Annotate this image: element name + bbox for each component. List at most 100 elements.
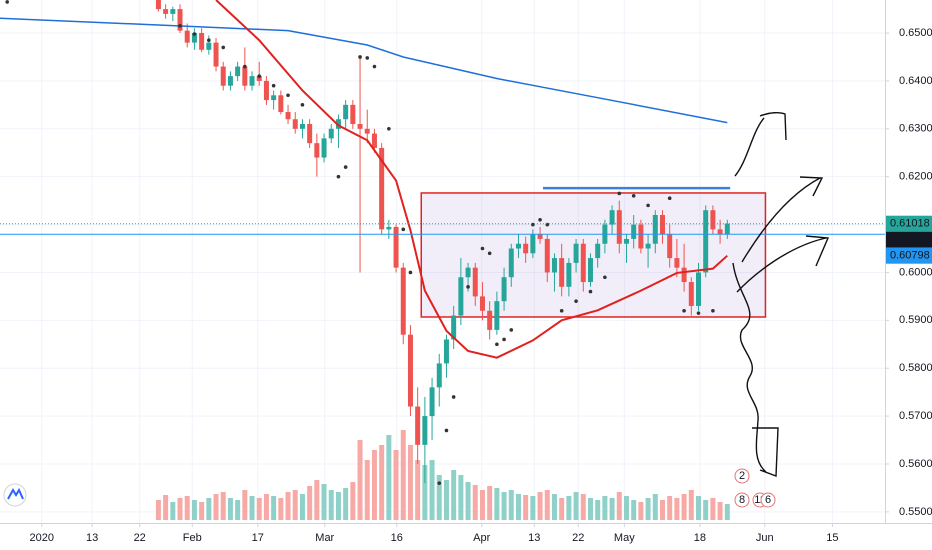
volume-bar xyxy=(508,490,514,520)
volume-bar xyxy=(580,494,586,520)
candle-body xyxy=(235,66,241,77)
drawn-arrow xyxy=(734,111,787,177)
volume-bar xyxy=(717,502,723,520)
volume-bar xyxy=(177,498,183,520)
candle-body xyxy=(191,33,197,43)
volume-bar xyxy=(278,498,284,520)
volume-bar xyxy=(400,430,406,520)
x-tick-label: 15 xyxy=(826,532,838,544)
candle-body xyxy=(386,226,392,230)
volume-bar xyxy=(407,445,413,520)
candle-body xyxy=(213,42,219,67)
volume-bar xyxy=(523,495,529,520)
volume-bar xyxy=(422,465,428,520)
candle-body xyxy=(299,124,305,129)
volume-bar xyxy=(551,494,557,520)
sar-dot xyxy=(358,55,362,59)
volume-bar xyxy=(479,490,485,520)
candle-body xyxy=(443,339,449,364)
volume-bar xyxy=(292,490,298,520)
event-count: 11 xyxy=(754,494,765,506)
volume-bar xyxy=(451,470,457,520)
x-tick-label: 17 xyxy=(252,532,264,544)
volume-bar xyxy=(379,445,385,520)
volume-bar xyxy=(263,494,269,520)
volume-bar xyxy=(515,494,521,520)
candle-body xyxy=(422,416,428,445)
candle-body xyxy=(616,210,622,244)
price-line-label: 0.60798 xyxy=(890,250,930,262)
sar-dot xyxy=(343,165,348,169)
candle-body xyxy=(566,262,572,287)
countdown-box xyxy=(886,231,932,248)
candle-body xyxy=(681,267,687,283)
candle-body xyxy=(551,258,557,273)
hand-drawings xyxy=(732,111,830,477)
candle-body xyxy=(573,243,579,263)
volume-bar xyxy=(631,500,637,520)
volume-bar xyxy=(566,496,572,520)
sar-dot xyxy=(480,246,485,251)
candle-body xyxy=(285,112,291,120)
candle-body xyxy=(199,33,205,50)
volume-bar xyxy=(386,435,392,520)
candle-body xyxy=(688,282,694,306)
volume-bar xyxy=(602,496,608,520)
volume-bar xyxy=(645,498,651,520)
logo-mark xyxy=(7,487,24,500)
volume-bar xyxy=(667,496,673,520)
volume-bar xyxy=(703,500,709,520)
volume-bar xyxy=(695,496,701,520)
event-icon xyxy=(760,492,776,508)
sar-dot xyxy=(300,103,305,107)
candle-body xyxy=(530,234,536,254)
volume-bar xyxy=(155,500,161,520)
volume-bar xyxy=(688,490,694,520)
volume-bar xyxy=(357,440,363,520)
sar-dot xyxy=(559,308,564,313)
sar-dot xyxy=(271,83,276,88)
sar-dot xyxy=(5,0,10,4)
volume-bar xyxy=(191,500,197,520)
candle-body xyxy=(350,104,356,125)
volume-bar xyxy=(465,482,471,520)
volume-bar xyxy=(472,485,478,520)
last-price-label: 0.61018 xyxy=(890,218,930,230)
volume-bar xyxy=(616,492,622,520)
x-tick-label: 13 xyxy=(528,532,540,544)
volume-bar xyxy=(724,504,730,520)
candle-body xyxy=(314,143,320,158)
candle-body xyxy=(357,124,363,129)
volume-bar xyxy=(364,460,370,520)
candle-body xyxy=(307,124,313,144)
candle-body xyxy=(638,224,644,249)
candle-body xyxy=(371,133,377,148)
plot-area xyxy=(0,0,885,520)
candle-body xyxy=(379,147,385,230)
candle-body xyxy=(343,104,349,120)
volume-bar xyxy=(674,498,680,520)
candle-body xyxy=(407,334,413,407)
candle-body xyxy=(170,9,176,14)
candle-body xyxy=(479,296,485,311)
candle-body xyxy=(256,76,262,81)
volume-bar xyxy=(271,496,277,520)
volume-bar xyxy=(587,498,593,520)
candle-body xyxy=(523,243,529,254)
x-tick-label: 18 xyxy=(694,532,706,544)
volume-bar xyxy=(335,492,341,520)
candle-body xyxy=(652,214,658,244)
volume-bar xyxy=(487,486,493,520)
candle-body xyxy=(451,315,457,340)
x-tick-label: Feb xyxy=(183,532,202,544)
drawn-arrow xyxy=(741,176,824,263)
sar-dot xyxy=(178,24,182,28)
sar-dot xyxy=(667,196,672,201)
drawn-arrow xyxy=(736,235,830,293)
x-tick-label: Apr xyxy=(473,532,490,544)
volume-bar xyxy=(494,488,500,520)
